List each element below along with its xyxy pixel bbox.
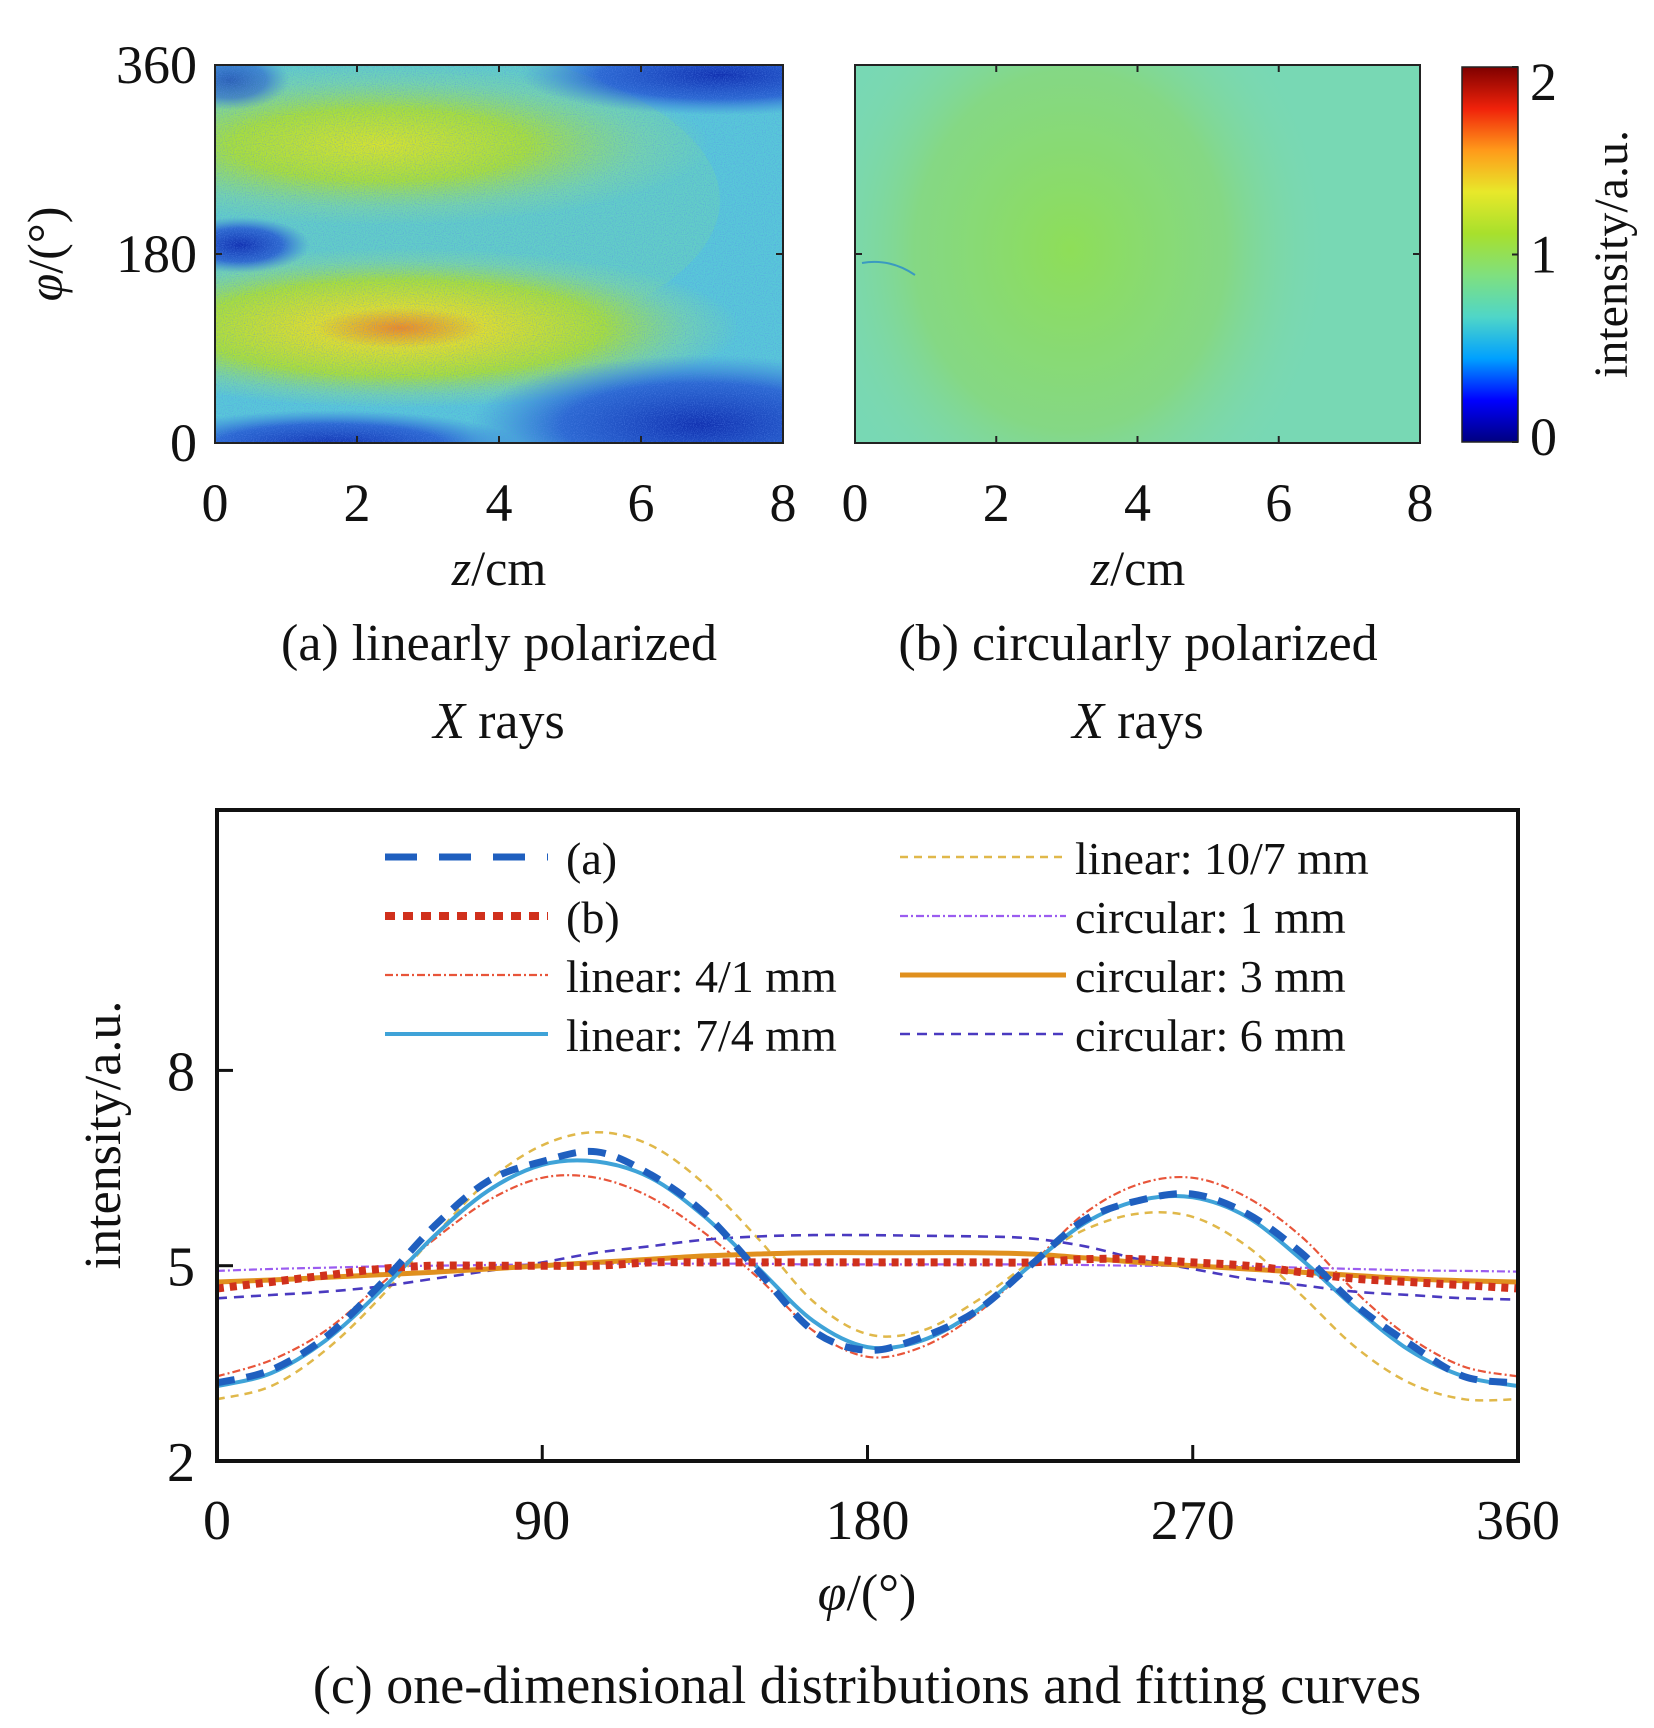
- heatmap-a-image: [215, 65, 783, 443]
- legend-item-linear-7-4-mm: linear: 7/4 mm: [385, 1010, 837, 1061]
- panel-b-heatmap: 0 2 4 6 8 z/cm (b) circularly polarized X ra…: [842, 64, 1434, 750]
- legend-label: linear: 7/4 mm: [566, 1010, 837, 1061]
- plot-c-x-tick-labels: 0 90 180 270 360: [203, 1490, 1560, 1552]
- panel-a-caption-line1: (a) linearly polarized: [281, 615, 717, 672]
- series-line-circular-1-mm: [217, 1262, 1518, 1273]
- heatmap-a-x-tick-label: 6: [628, 473, 655, 533]
- series-line-circular-6-mm: [217, 1233, 1518, 1301]
- plot-c-x-tick-label: 270: [1151, 1490, 1235, 1552]
- legend-item-linear-4-1-mm: linear: 4/1 mm: [385, 951, 837, 1002]
- heatmap-a-x-tick-labels: 0 2 4 6 8: [202, 473, 797, 533]
- plot-c-x-tick-label: 180: [826, 1490, 910, 1552]
- legend-label: circular: 1 mm: [1075, 892, 1346, 943]
- heatmap-a-y-tick-label: 0: [170, 413, 197, 473]
- legend-item-circular-3-mm: circular: 3 mm: [900, 951, 1346, 1002]
- plot-c-x-axis-label: φ/(°): [818, 1565, 917, 1622]
- panel-c-line-chart: 0 90 180 270 360 2 5 8 φ/(°) intensity/a.u. (a…: [75, 808, 1560, 1715]
- plot-c-x-tick-label: 0: [203, 1490, 231, 1552]
- panel-a-caption-line2: X rays: [431, 693, 564, 750]
- heatmap-a-x-tick-label: 4: [486, 473, 513, 533]
- series-line-linear-4-1-mm: [217, 1174, 1518, 1378]
- line-series-group: [217, 1130, 1518, 1402]
- series-line-a: [217, 1147, 1518, 1387]
- plot-c-y-axis-label: intensity/a.u.: [75, 1001, 132, 1270]
- heatmap-a-noise: [215, 65, 783, 443]
- panel-b-caption-line1: (b) circularly polarized: [898, 615, 1377, 672]
- series-line-b: [217, 1254, 1518, 1293]
- plot-c-y-tick-label: 2: [167, 1432, 195, 1494]
- colorbar-label: intensity/a.u.: [1585, 130, 1638, 378]
- heatmap-b-x-tick-label: 0: [842, 473, 869, 533]
- legend-label: (b): [566, 892, 620, 943]
- colorbar: 0 1 2 intensity/a.u.: [1461, 52, 1638, 467]
- plot-c-x-tick-label: 90: [514, 1490, 570, 1552]
- series-line-circular-3-mm: [217, 1250, 1518, 1285]
- heatmap-b-image: [855, 65, 1420, 443]
- legend-item-circular-6-mm: circular: 6 mm: [900, 1010, 1346, 1061]
- legend-item-a: (a): [385, 833, 617, 884]
- series-line-linear-10-7-mm: [217, 1130, 1518, 1402]
- heatmap-a-y-axis-label: φ/(°): [17, 207, 73, 302]
- plot-c-ticks: [217, 1068, 1195, 1461]
- colorbar-tick-labels: 0 1 2: [1512, 52, 1557, 467]
- heatmap-a-y-tick-label: 180: [116, 224, 197, 284]
- panel-a-heatmap: 0 2 4 6 8 0 180 360 z/cm φ/(°) (a) linearly po…: [17, 35, 797, 750]
- plot-c-y-tick-labels: 2 5 8: [167, 1041, 195, 1494]
- heatmap-b-x-tick-label: 6: [1265, 473, 1292, 533]
- legend-item-b: (b): [385, 892, 620, 943]
- heatmap-b-x-tick-label: 8: [1407, 473, 1434, 533]
- heatmap-a-x-tick-label: 8: [770, 473, 797, 533]
- heatmap-b-x-tick-label: 2: [983, 473, 1010, 533]
- colorbar-tick-label: 1: [1530, 225, 1557, 285]
- heatmap-a-ticks: [214, 64, 784, 444]
- plot-c-x-tick-label: 360: [1476, 1490, 1560, 1552]
- colorbar-tick-label: 0: [1530, 407, 1557, 467]
- heatmap-a-x-axis-label: z/cm: [451, 540, 547, 596]
- colorbar-gradient: [1461, 66, 1519, 443]
- heatmap-a-x-tick-label: 0: [202, 473, 229, 533]
- plot-c-legend: (a) (b) linear: 4/1 mm linear: 7/4 mm linear…: [385, 833, 1369, 1061]
- panel-c-caption: (c) one-dimensional distributions and fi…: [313, 1655, 1421, 1715]
- plot-c-y-tick-label: 8: [167, 1041, 195, 1103]
- panel-b-caption-line2: X rays: [1070, 693, 1203, 750]
- colorbar-tick-label: 2: [1530, 52, 1557, 112]
- heatmap-b-x-tick-labels: 0 2 4 6 8: [842, 473, 1434, 533]
- series-line-linear-7-4-mm: [217, 1158, 1518, 1389]
- heatmap-b-x-tick-label: 4: [1124, 473, 1151, 533]
- heatmap-b-center: [855, 65, 1330, 443]
- legend-item-linear-10-7-mm: linear: 10/7 mm: [900, 833, 1369, 884]
- legend-label: linear: 10/7 mm: [1075, 833, 1369, 884]
- heatmap-b-ticks: [854, 64, 1421, 444]
- legend-label: circular: 6 mm: [1075, 1010, 1346, 1061]
- heatmap-a-y-tick-labels: 0 180 360: [116, 35, 197, 473]
- legend-label: (a): [566, 833, 617, 884]
- legend-label: linear: 4/1 mm: [566, 951, 837, 1002]
- heatmap-b-x-axis-label: z/cm: [1090, 540, 1186, 596]
- heatmap-b-artifact: [861, 260, 916, 276]
- heatmap-a-x-tick-label: 2: [344, 473, 371, 533]
- legend-item-circular-1-mm: circular: 1 mm: [900, 892, 1346, 943]
- plot-c-y-tick-label: 5: [167, 1237, 195, 1299]
- heatmap-a-y-tick-label: 360: [116, 35, 197, 95]
- legend-label: circular: 3 mm: [1075, 951, 1346, 1002]
